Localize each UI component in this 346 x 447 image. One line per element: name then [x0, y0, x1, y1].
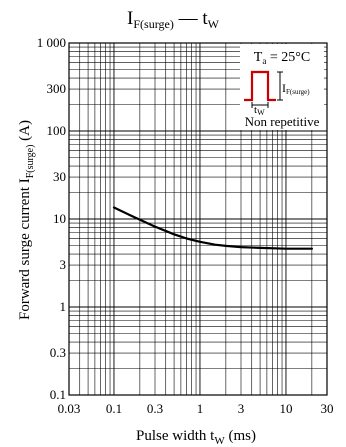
y-tick-label: 0.1 [50, 387, 66, 402]
y-tick-label: 3 [60, 257, 67, 272]
chart-title: IF(surge) — tW [127, 8, 220, 31]
plot-frame [68, 42, 328, 396]
x-tick-label: 0.1 [106, 401, 122, 416]
y-axis-label: Forward surge current IF(surge) (A) [17, 120, 36, 320]
y-tick-label: 10 [53, 211, 66, 226]
inset-condition: Ta = 25°C [254, 50, 310, 66]
x-tick-label: 30 [321, 401, 334, 416]
y-tick-label: 1 [60, 299, 67, 314]
x-tick-label: 0.3 [147, 401, 163, 416]
pulse-waveform [244, 70, 276, 102]
inset-pulse-label: IF(surge) [282, 81, 310, 96]
x-tick-label: 0.03 [58, 401, 81, 416]
y-tick-label: 300 [47, 81, 67, 96]
y-tick-label: 1 000 [37, 35, 66, 50]
series-line [112, 206, 313, 250]
y-tick-label: 30 [53, 169, 66, 184]
x-tick-label: 1 [197, 401, 204, 416]
inset-width-label: tW [254, 104, 265, 117]
inset-box: Ta = 25°C IF(surge) tW Non repetitive [240, 44, 324, 130]
x-axis-label: Pulse width tW (ms) [136, 428, 256, 447]
x-tick-label: 3 [238, 401, 245, 416]
series [112, 206, 313, 250]
x-tick-label: 10 [279, 401, 292, 416]
inset-note: Non repetitive [245, 114, 320, 129]
y-tick-label: 100 [47, 123, 67, 138]
y-tick-label: 0.3 [50, 345, 66, 360]
grid [68, 42, 328, 396]
